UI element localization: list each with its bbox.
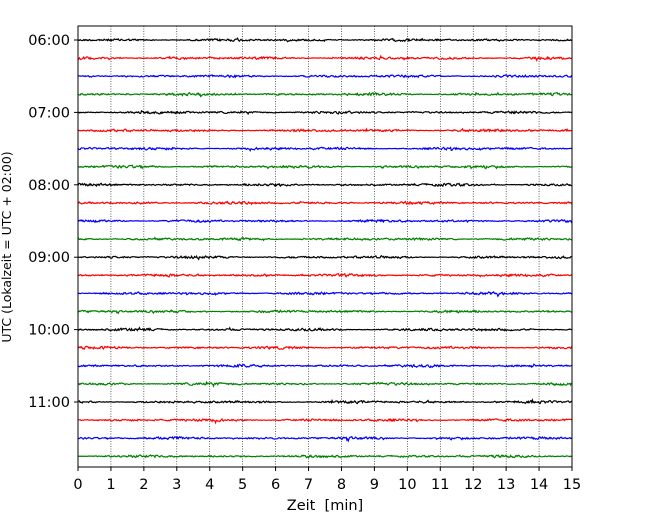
seismogram-trace [77,182,573,188]
x-tick-label: 2 [139,477,148,493]
x-tick-label: 15 [563,477,581,493]
seismogram-trace [77,164,573,170]
seismogram-trace [77,54,573,63]
x-tick-label: 3 [172,477,181,493]
x-tick-label: 6 [271,477,280,493]
seismogram-trace [77,200,573,206]
seismogram-trace [77,454,573,459]
x-tick-label: 8 [337,477,346,493]
seismogram-trace [77,254,573,261]
seismogram-trace [77,127,573,133]
x-tick-label: 7 [304,477,313,493]
x-axis-ticks: 0 1 2 3 4 5 6 7 8 9 10 11 12 13 14 15 [73,467,581,493]
seismogram-trace [77,380,573,388]
seismogram-trace [77,326,573,332]
seismogram-trace [77,91,573,98]
y-tick-label: 08:00 [28,178,70,194]
seismogram-trace [77,345,573,351]
seismogram-trace [77,146,573,152]
y-tick-label: 10:00 [28,323,70,339]
y-tick-label: 06:00 [28,33,70,49]
seismogram-trace [77,109,573,116]
y-tick-label: 07:00 [28,105,70,121]
x-tick-label: 5 [238,477,247,493]
grid-lines [110,26,540,467]
y-tick-label: 11:00 [28,395,70,411]
seismogram-trace [77,398,573,405]
seismogram-trace [77,435,573,443]
helicorder-traces [77,37,573,459]
seismogram-trace [77,417,573,425]
x-axis-label: Zeit [min] [287,498,363,514]
seismogram-trace [77,218,573,224]
y-axis-label: UTC (Lokalzeit = UTC + 02:00) [0,151,14,342]
y-axis-ticks: 06:00 07:00 08:00 09:00 10:00 11:00 [28,33,78,411]
x-tick-label: 14 [530,477,548,493]
x-tick-label: 4 [205,477,214,493]
seismogram-trace [77,363,573,369]
x-tick-label: 13 [497,477,515,493]
x-tick-label: 11 [431,477,449,493]
seismogram-trace [77,291,573,298]
seismogram-trace [77,74,573,79]
seismogram-trace [77,37,573,43]
x-tick-label: 1 [106,477,115,493]
seismogram-trace [77,272,573,278]
x-tick-label: 0 [73,477,82,493]
plot-frame [77,25,573,468]
seismogram-trace [77,236,573,242]
x-tick-label: 9 [370,477,379,493]
y-tick-label: 09:00 [28,250,70,266]
x-tick-label: 12 [464,477,482,493]
x-tick-label: 10 [398,477,416,493]
seismogram-trace [77,309,573,315]
